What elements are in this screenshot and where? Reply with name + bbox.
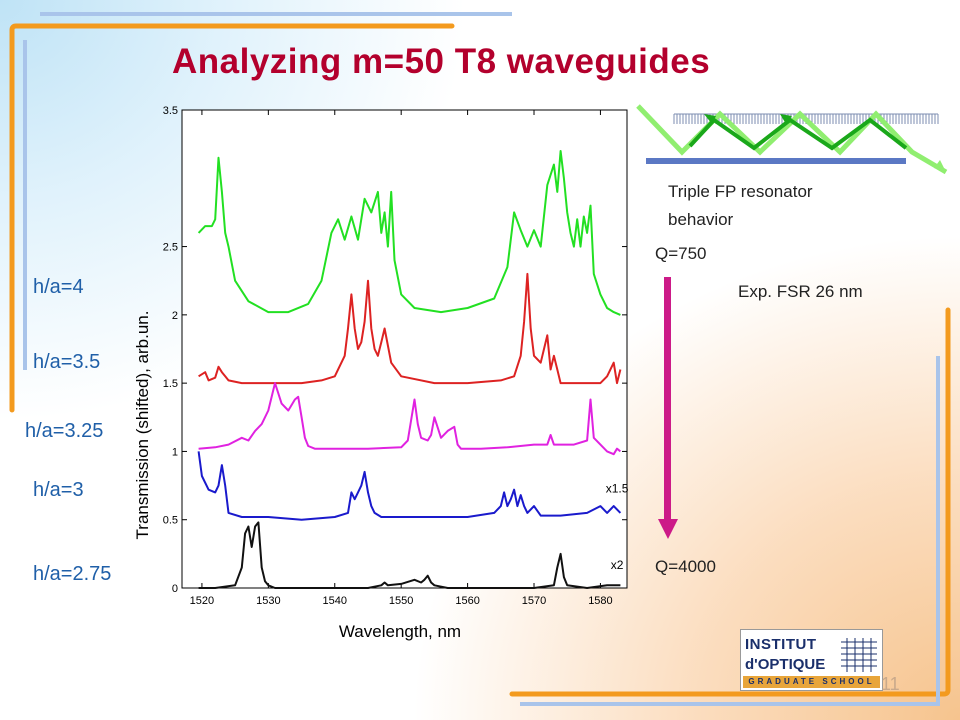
y-tick-label: 3.5 — [163, 105, 178, 117]
x-tick-label: 1540 — [323, 595, 347, 607]
q-bottom-label: Q=4000 — [655, 557, 716, 576]
y-tick-label: 2 — [172, 310, 178, 322]
series-line-3 — [197, 451, 622, 521]
q-top-label: Q=750 — [655, 244, 707, 263]
substrate-bar — [646, 158, 906, 164]
transmission-chart: 1520 1530 1540 1550 1560 1570 1580 0 0.5 1 1.5 2 2.5… — [133, 105, 629, 641]
y-tick-label: 1.5 — [163, 378, 178, 390]
logo-line3: GRADUATE SCHOOL — [743, 676, 880, 688]
y-tick-label: 1 — [172, 446, 178, 458]
x-tick-label: 1530 — [256, 595, 280, 607]
arrow-down-icon — [658, 519, 678, 539]
x-tick-label: 1570 — [522, 595, 546, 607]
institut-optique-logo: INSTITUT d'OPTIQUE GRADUATE SCHOOL — [740, 629, 883, 691]
x-tick-label: 1550 — [389, 595, 413, 607]
y-tick-label: 2.5 — [163, 242, 178, 254]
label-ha-3: h/a=3 — [33, 479, 84, 501]
logo-line2: d'OPTIQUE — [745, 656, 826, 673]
annotation-label: x2 — [611, 558, 624, 572]
label-ha-3-25: h/a=3.25 — [25, 420, 104, 442]
series-line-1 — [198, 272, 622, 385]
series-line-4 — [198, 521, 621, 589]
arrowhead-icon — [780, 114, 792, 124]
series-line-0 — [197, 150, 621, 316]
y-tick-label: 0 — [172, 583, 178, 595]
slide-title: Analyzing m=50 T8 waveguides — [172, 42, 711, 81]
plot-frame — [181, 109, 628, 589]
label-ha-4: h/a=4 — [33, 276, 84, 298]
x-axis-label: Wavelength, nm — [339, 622, 461, 641]
label-ha-3-5: h/a=3.5 — [33, 351, 101, 373]
x-tick-label: 1580 — [588, 595, 612, 607]
y-tick-label: 0.5 — [163, 515, 178, 527]
arrowhead-icon — [704, 114, 716, 124]
resonator-diagram — [636, 104, 948, 175]
annotation-label: x1.5 — [606, 481, 629, 495]
y-axis-label: Transmission (shifted), arb.un. — [133, 311, 152, 540]
triple-fp-text-1: Triple FP resonator — [668, 182, 813, 201]
x-tick-label: 1560 — [455, 595, 479, 607]
q-arrow — [658, 277, 678, 539]
logo-grid-icon — [841, 638, 877, 672]
x-tick-label: 1520 — [190, 595, 214, 607]
arrowhead-icon — [934, 160, 946, 172]
logo-line1: INSTITUT — [745, 636, 817, 653]
triple-fp-text-2: behavior — [668, 210, 734, 229]
series-line-2 — [198, 382, 622, 456]
fsr-label: Exp. FSR 26 nm — [738, 282, 863, 301]
page-number: 11 — [881, 674, 900, 694]
label-ha-2-75: h/a=2.75 — [33, 563, 112, 585]
